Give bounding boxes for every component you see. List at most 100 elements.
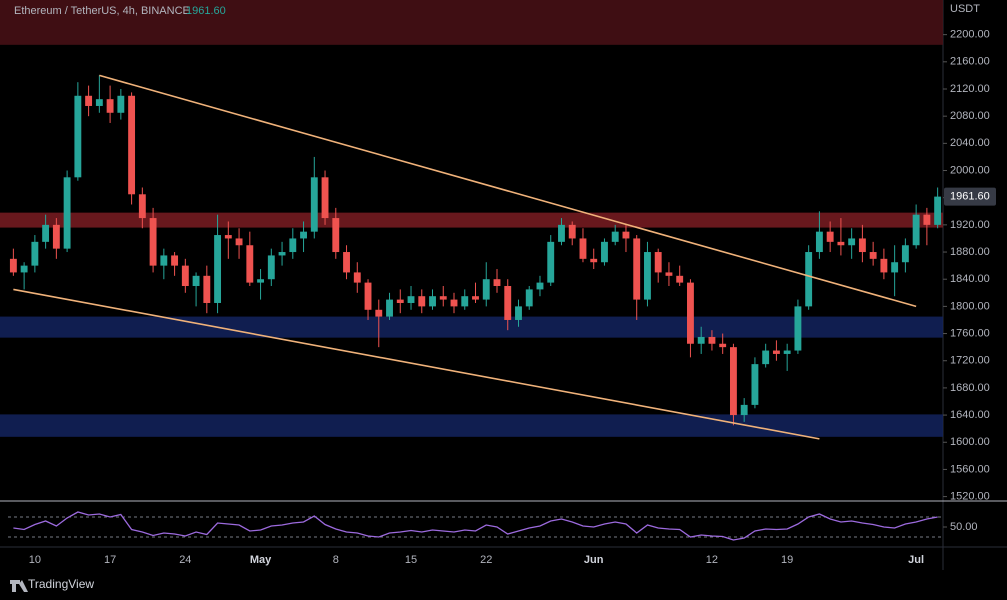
candle-body xyxy=(493,279,501,287)
candle-body xyxy=(117,95,125,113)
candle-body xyxy=(42,224,50,242)
candle-body xyxy=(128,95,136,195)
candle-body xyxy=(224,235,232,239)
zone xyxy=(0,414,943,437)
candle-body xyxy=(171,255,179,266)
candle-body xyxy=(815,231,823,253)
x-tick-label: May xyxy=(250,554,272,566)
candle-body xyxy=(837,241,845,246)
candle-body xyxy=(310,177,318,232)
candle-body xyxy=(85,95,93,106)
y-tick-label: 1880.00 xyxy=(950,246,990,258)
candle-body xyxy=(343,252,350,273)
candle-body xyxy=(138,194,146,219)
candle-body xyxy=(214,235,222,303)
candle-body xyxy=(63,177,71,249)
candle-body xyxy=(536,282,544,290)
candle-body xyxy=(472,296,479,300)
candle-body xyxy=(31,241,39,266)
candle-body xyxy=(375,309,383,317)
candle-body xyxy=(654,252,662,273)
candle-body xyxy=(257,279,264,283)
candle-body xyxy=(418,296,426,307)
last-price-label: 1961.60 xyxy=(950,191,990,203)
header-price: 1961.60 xyxy=(186,5,226,17)
candle-body xyxy=(719,343,727,348)
candle-body xyxy=(504,286,512,320)
x-tick-label: Jul xyxy=(908,554,924,566)
candle-body xyxy=(235,238,243,246)
candle-body xyxy=(740,404,748,416)
candle-body xyxy=(547,241,555,283)
y-tick-label: 2200.00 xyxy=(950,29,990,41)
candle-body xyxy=(633,238,641,300)
x-tick-label: 19 xyxy=(781,554,793,566)
last-price-box xyxy=(944,187,996,206)
y-tick-label: 1640.00 xyxy=(950,409,990,421)
candle-body xyxy=(708,336,716,344)
candle-body xyxy=(52,224,60,249)
candle-body xyxy=(568,224,576,239)
x-tick-label: 12 xyxy=(706,554,718,566)
trendline xyxy=(99,74,917,308)
candle-body xyxy=(772,350,780,354)
candle-body xyxy=(891,262,899,273)
candle-body xyxy=(644,252,651,300)
x-tick-label: 8 xyxy=(333,554,339,566)
candle-body xyxy=(611,231,619,242)
candle-body xyxy=(934,196,942,225)
candle-body xyxy=(880,258,888,273)
brand-logo xyxy=(10,580,28,592)
candle-body xyxy=(203,275,211,303)
candle-body xyxy=(278,252,286,256)
candle-body xyxy=(106,99,114,113)
x-tick-label: 24 xyxy=(179,554,191,566)
y-tick-label: 1560.00 xyxy=(950,463,990,475)
x-tick-label: 10 xyxy=(29,554,41,566)
candle-body xyxy=(267,255,275,280)
y-tick-label: 1800.00 xyxy=(950,300,990,312)
candle-body xyxy=(439,296,447,300)
candle-body xyxy=(676,275,684,283)
candle-body xyxy=(805,252,813,307)
candle-body xyxy=(95,99,103,106)
y-tick-label: 2080.00 xyxy=(950,110,990,122)
brand: TradingView xyxy=(28,577,94,591)
candle-body xyxy=(246,245,254,283)
zones xyxy=(0,0,943,437)
candle-body xyxy=(9,258,17,273)
y-tick-label: 1600.00 xyxy=(950,436,990,448)
y-tick-label: 1840.00 xyxy=(950,273,990,285)
candle-body xyxy=(622,231,630,239)
candle-body xyxy=(794,306,802,351)
candle-body xyxy=(149,218,157,266)
candle-body xyxy=(300,231,307,239)
candle-body xyxy=(729,347,737,416)
candle-body xyxy=(912,214,920,246)
trendline xyxy=(13,288,820,440)
x-tick-label: Jun xyxy=(584,554,604,566)
candle-body xyxy=(858,238,866,253)
candle-body xyxy=(353,272,361,283)
candle-body xyxy=(386,299,393,317)
zone xyxy=(0,212,943,228)
candle-body xyxy=(525,289,533,307)
candle-body xyxy=(515,306,522,320)
currency: USDT xyxy=(950,3,980,15)
candle-body xyxy=(923,214,931,225)
y-tick-label: 1680.00 xyxy=(950,382,990,394)
plot xyxy=(9,75,942,426)
y-tick-label: 2160.00 xyxy=(950,56,990,68)
y-tick-label: 1760.00 xyxy=(950,327,990,339)
y-tick-label: 2120.00 xyxy=(950,83,990,95)
y-tick-label: 1720.00 xyxy=(950,355,990,367)
candle-body xyxy=(396,299,404,303)
x-tick-label: 15 xyxy=(405,554,417,566)
candle-body xyxy=(289,238,297,253)
candle-body xyxy=(450,299,458,307)
x-tick-label: 17 xyxy=(104,554,116,566)
candle-body xyxy=(601,241,608,263)
candle-body xyxy=(826,231,834,242)
